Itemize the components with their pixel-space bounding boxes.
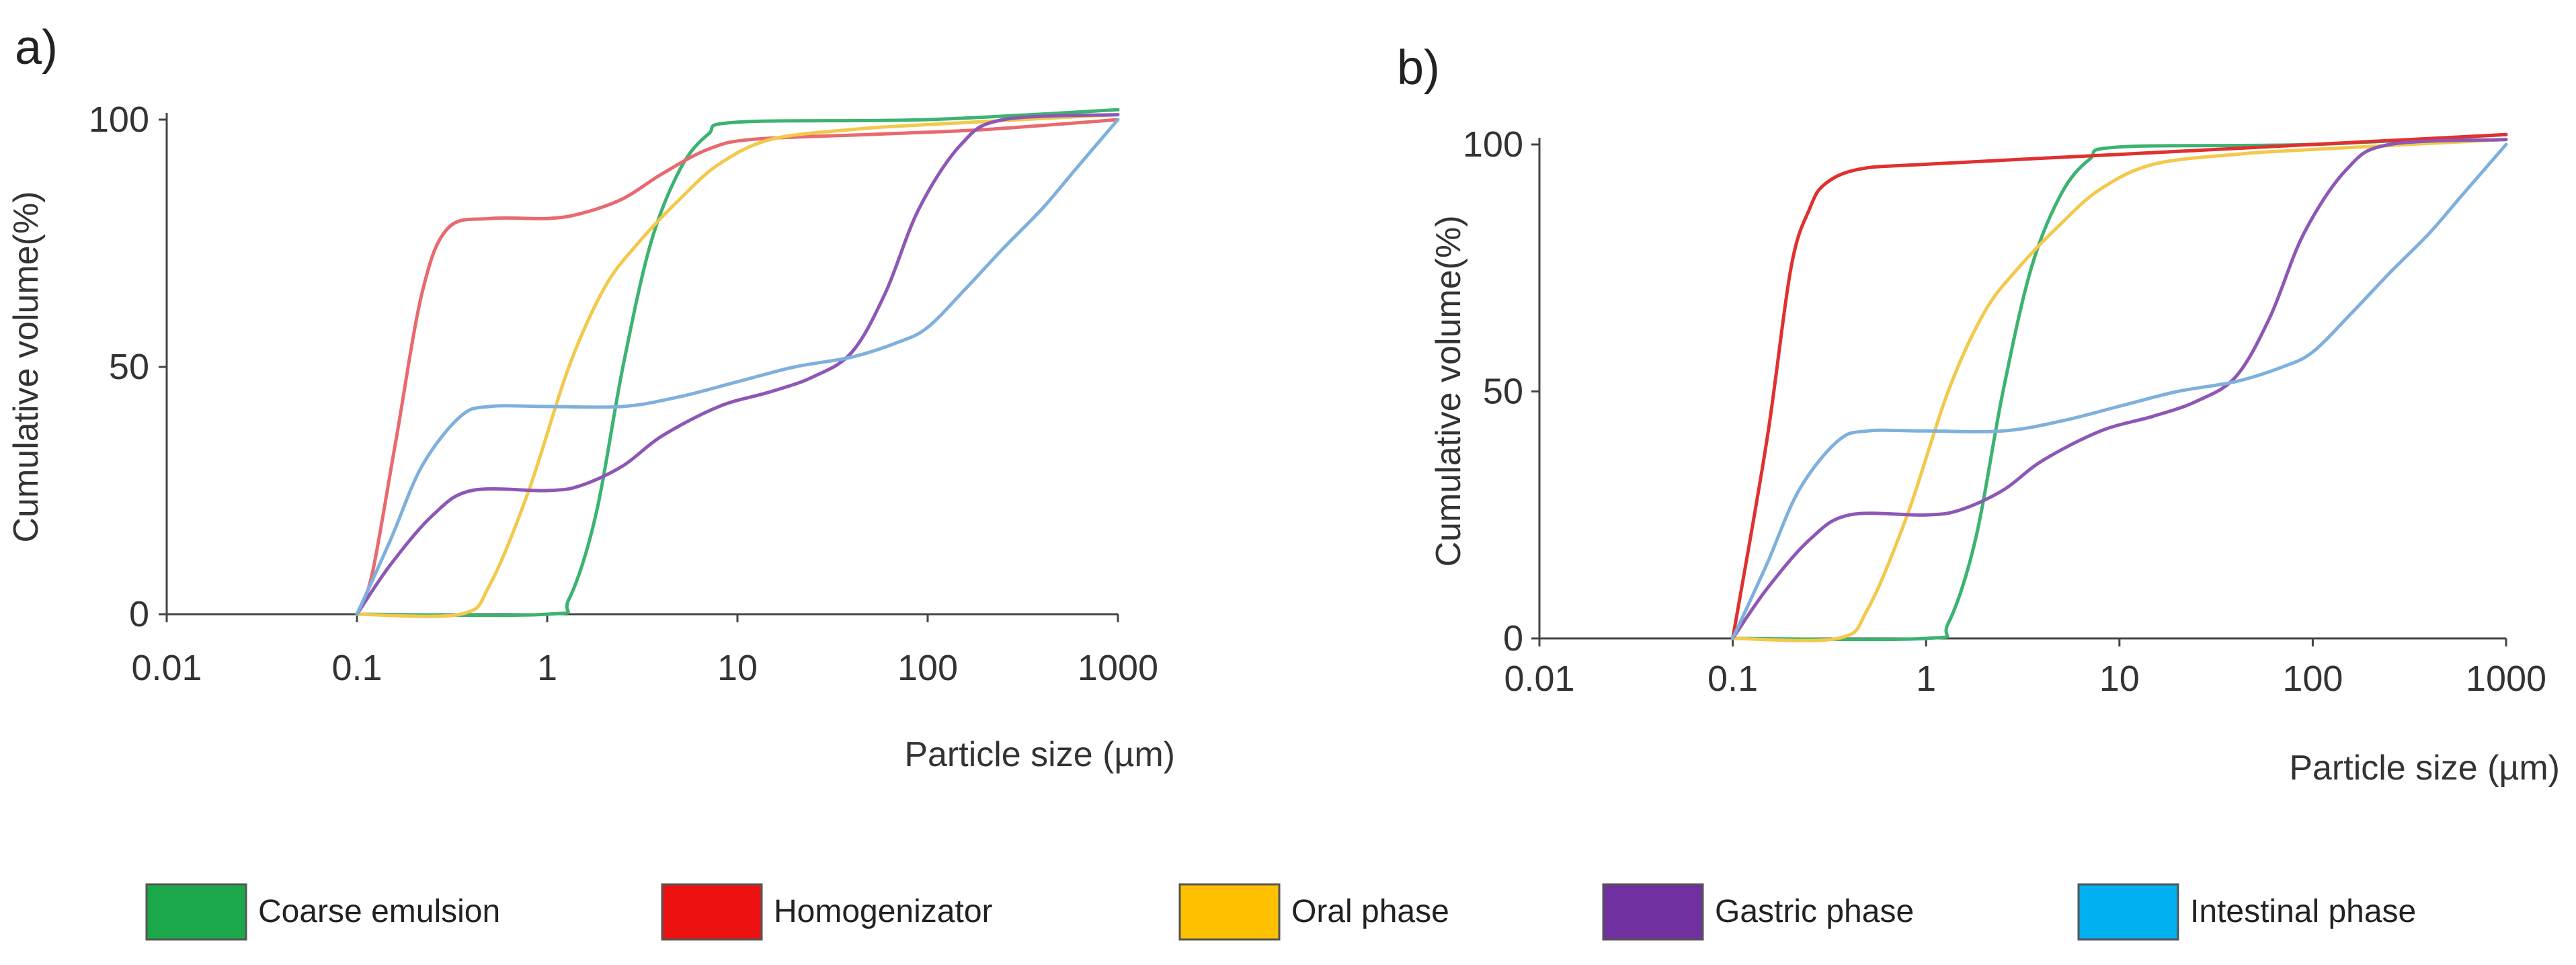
legend: Coarse emulsion Homogenizator Oral phase Ga… (145, 883, 2416, 941)
legend-item-gastric-phase: Gastric phase (1602, 883, 1914, 941)
y-axis-title: Cumulative volume(%) (7, 191, 46, 542)
chart-panel-b: b) 0.01 0.1 1 10 100 1000 0 50 100 Cumulative volu… (1397, 41, 2560, 788)
series-line-coarse-emulsion (355, 108, 1120, 618)
y-tick-label: 50 (1483, 372, 1523, 412)
legend-item-homogenizator: Homogenizator (661, 883, 993, 941)
x-tick-label: 100 (897, 648, 958, 688)
legend-swatch (661, 883, 763, 941)
chart-panel-a: a) 0.01 0.1 1 10 100 1000 0 50 100 Cumulative volu… (7, 21, 1175, 774)
x-tick-label: 0.01 (1504, 659, 1574, 699)
legend-label: Coarse emulsion (258, 894, 500, 929)
legend-label: Homogenizator (774, 894, 993, 929)
x-tick-label: 0.1 (331, 648, 382, 688)
x-axis-title: Particle size (µm) (904, 735, 1175, 774)
x-tick-label: 0.01 (131, 648, 202, 688)
series-line-gastric-phase (355, 113, 1120, 616)
legend-label: Oral phase (1291, 894, 1449, 929)
y-tick-label: 0 (1503, 618, 1523, 659)
legend-swatch (1178, 883, 1281, 941)
series-line-oral-phase (1731, 138, 2508, 642)
series-line-coarse-emulsion (1731, 132, 2508, 642)
y-tick-label: 50 (109, 347, 149, 387)
series-line-homogenizator (1731, 132, 2508, 640)
x-tick-label: 100 (2282, 659, 2343, 699)
series-line-gastric-phase (1731, 138, 2508, 640)
legend-label: Gastric phase (1715, 894, 1914, 929)
y-tick-label: 100 (1463, 124, 1523, 165)
panel-label: a) (15, 21, 58, 75)
x-tick-label: 1000 (2466, 659, 2546, 699)
x-tick-label: 10 (717, 648, 758, 688)
x-axis-title: Particle size (µm) (2289, 749, 2560, 788)
legend-label: Intestinal phase (2190, 894, 2416, 929)
y-axis-title: Cumulative volume(%) (1429, 215, 1468, 567)
x-tick-label: 1 (1916, 659, 1936, 699)
legend-item-intestinal-phase: Intestinal phase (2077, 883, 2416, 941)
x-tick-label: 1 (537, 648, 557, 688)
legend-item-oral-phase: Oral phase (1178, 883, 1449, 941)
legend-swatch (145, 883, 247, 941)
x-tick-label: 10 (2099, 659, 2140, 699)
legend-item-coarse-emulsion: Coarse emulsion (145, 883, 500, 941)
x-tick-label: 1000 (1078, 648, 1158, 688)
series-line-oral-phase (355, 113, 1120, 618)
legend-swatch (1602, 883, 1704, 941)
y-tick-label: 100 (89, 99, 149, 140)
series-line-intestinal-phase (355, 118, 1120, 616)
panel-label: b) (1397, 41, 1440, 95)
series-line-homogenizator (355, 118, 1120, 616)
y-tick-label: 0 (129, 594, 149, 634)
legend-swatch (2077, 883, 2179, 941)
x-tick-label: 0.1 (1707, 659, 1758, 699)
series-line-intestinal-phase (1731, 142, 2508, 640)
